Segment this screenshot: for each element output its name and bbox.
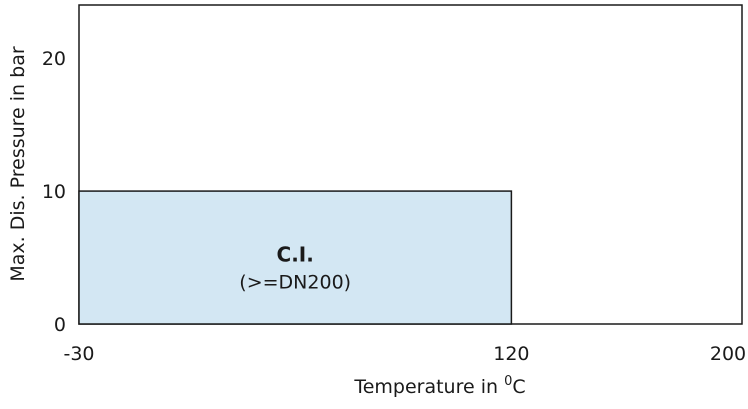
- region-0: [78, 190, 513, 325]
- y-axis-ticks: 0 10 20: [42, 48, 66, 336]
- y-tick-label: 20: [42, 48, 66, 70]
- x-axis-label: Temperature in 0C: [353, 374, 525, 398]
- y-axis-label: Max. Dis. Pressure in bar: [7, 46, 29, 281]
- x-tick-label: -30: [63, 343, 94, 365]
- x-tick-label: 120: [493, 343, 529, 365]
- region-sublabel: (>=DN200): [239, 272, 351, 294]
- x-tick-label: 200: [710, 343, 746, 365]
- y-tick-label: 10: [42, 181, 66, 203]
- regions: C.I. (>=DN200): [78, 190, 513, 325]
- x-axis-ticks: -30 120 200: [63, 343, 746, 365]
- y-tick-label: 0: [54, 314, 66, 336]
- region-label: C.I.: [277, 243, 314, 267]
